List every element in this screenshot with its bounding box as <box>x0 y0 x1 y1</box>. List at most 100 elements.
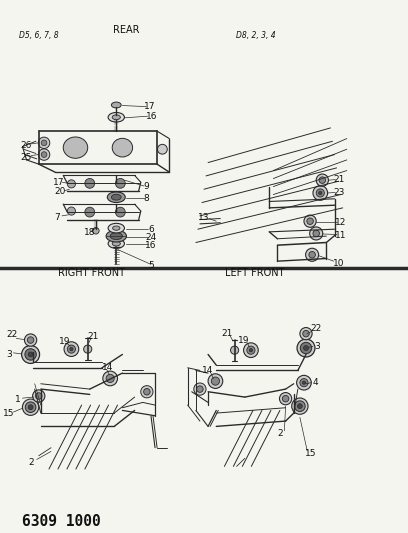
Circle shape <box>38 149 50 160</box>
Circle shape <box>85 207 95 217</box>
Circle shape <box>310 227 323 240</box>
Text: 14: 14 <box>202 367 213 375</box>
Text: D5, 6, 7, 8: D5, 6, 7, 8 <box>19 31 59 39</box>
Text: 19: 19 <box>59 337 70 345</box>
Circle shape <box>115 207 125 217</box>
Text: 1: 1 <box>15 395 20 404</box>
Ellipse shape <box>107 192 125 203</box>
Circle shape <box>67 207 75 215</box>
Circle shape <box>28 352 33 357</box>
Circle shape <box>297 375 311 390</box>
Circle shape <box>35 393 42 399</box>
Circle shape <box>208 374 223 389</box>
Circle shape <box>309 252 315 258</box>
Text: RIGHT FRONT: RIGHT FRONT <box>58 268 125 278</box>
Text: 6: 6 <box>148 225 154 233</box>
Circle shape <box>304 345 308 351</box>
Ellipse shape <box>112 139 133 157</box>
Circle shape <box>249 349 253 352</box>
Text: 2: 2 <box>277 429 283 438</box>
Text: 7: 7 <box>54 214 60 222</box>
Circle shape <box>22 345 40 364</box>
Circle shape <box>297 339 315 357</box>
Circle shape <box>247 346 255 354</box>
Text: D8, 2, 3, 4: D8, 2, 3, 4 <box>236 31 276 39</box>
Circle shape <box>67 345 75 353</box>
Circle shape <box>313 185 328 200</box>
Text: 10: 10 <box>333 259 344 268</box>
Circle shape <box>231 346 239 354</box>
Circle shape <box>85 179 95 188</box>
Circle shape <box>24 334 37 346</box>
Text: 13: 13 <box>198 213 210 222</box>
Ellipse shape <box>108 223 124 233</box>
Circle shape <box>300 378 308 387</box>
Text: 25: 25 <box>21 154 32 162</box>
Ellipse shape <box>112 115 120 120</box>
Text: 14: 14 <box>102 363 113 372</box>
Text: 18: 18 <box>84 228 95 237</box>
Text: 8: 8 <box>143 195 149 203</box>
Ellipse shape <box>113 226 120 230</box>
Ellipse shape <box>63 137 88 158</box>
Circle shape <box>28 405 33 410</box>
Ellipse shape <box>110 233 122 240</box>
Circle shape <box>282 395 289 402</box>
Circle shape <box>67 180 75 188</box>
Circle shape <box>141 386 153 398</box>
Circle shape <box>244 343 258 358</box>
Text: 21: 21 <box>221 329 233 338</box>
Circle shape <box>25 349 36 360</box>
Circle shape <box>103 371 118 386</box>
Circle shape <box>297 403 302 409</box>
Circle shape <box>319 177 326 183</box>
Circle shape <box>197 386 203 392</box>
Text: 17: 17 <box>53 179 64 187</box>
Circle shape <box>292 398 308 414</box>
Ellipse shape <box>106 230 126 242</box>
Text: 23: 23 <box>334 189 345 197</box>
Text: 5: 5 <box>148 262 154 270</box>
Ellipse shape <box>111 102 121 108</box>
Circle shape <box>295 401 305 411</box>
Text: 22: 22 <box>7 330 18 338</box>
Circle shape <box>64 342 79 357</box>
Circle shape <box>319 191 322 195</box>
Text: 21: 21 <box>334 175 345 183</box>
Circle shape <box>106 374 114 383</box>
Circle shape <box>27 337 34 343</box>
Circle shape <box>84 345 92 353</box>
Circle shape <box>302 381 306 384</box>
Circle shape <box>303 330 309 337</box>
Text: 3: 3 <box>314 342 320 351</box>
Circle shape <box>41 152 47 157</box>
Circle shape <box>211 377 220 385</box>
Circle shape <box>316 174 328 186</box>
Text: 21: 21 <box>87 333 99 341</box>
Circle shape <box>22 399 39 415</box>
Text: 4: 4 <box>312 378 318 387</box>
Circle shape <box>41 140 47 146</box>
Text: 16: 16 <box>145 241 157 249</box>
Circle shape <box>300 342 312 354</box>
Circle shape <box>93 228 99 234</box>
Circle shape <box>316 189 324 197</box>
Circle shape <box>300 328 312 340</box>
Text: 24: 24 <box>145 233 157 241</box>
Text: REAR: REAR <box>113 26 140 35</box>
Circle shape <box>144 389 150 395</box>
Text: 9: 9 <box>143 182 149 191</box>
Circle shape <box>304 215 316 227</box>
Circle shape <box>157 144 167 154</box>
Text: 15: 15 <box>305 449 316 457</box>
Text: 12: 12 <box>335 218 347 227</box>
Circle shape <box>306 248 319 261</box>
Circle shape <box>313 230 319 237</box>
Circle shape <box>279 393 292 405</box>
Text: 11: 11 <box>335 231 347 239</box>
Text: 6309 1000: 6309 1000 <box>22 514 101 529</box>
Text: LEFT FRONT: LEFT FRONT <box>225 268 285 278</box>
Ellipse shape <box>112 241 120 246</box>
Circle shape <box>194 383 206 395</box>
Circle shape <box>307 218 313 224</box>
